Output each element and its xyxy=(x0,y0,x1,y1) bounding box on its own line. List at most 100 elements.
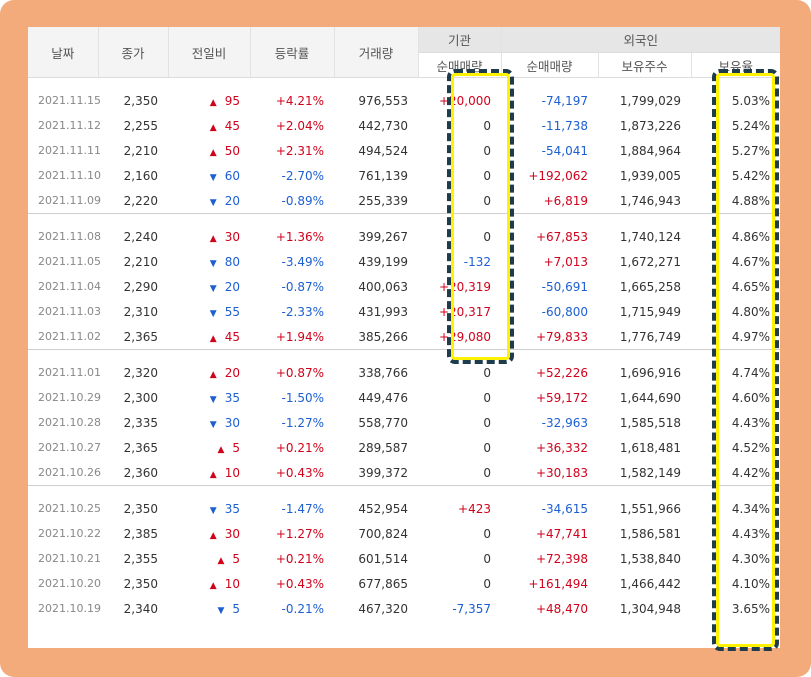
cell-inst-net: 0 xyxy=(483,168,491,183)
cell-ratio: 5.42% xyxy=(731,168,771,183)
cell-inst-net: 0 xyxy=(483,440,491,455)
cell-foreign-net: -34,615 xyxy=(541,501,588,516)
header-volume: 거래량 xyxy=(334,27,419,78)
cell-foreign-net: +48,470 xyxy=(535,601,588,616)
change-value: 50 xyxy=(224,143,240,158)
cell-change: ▼ 35 xyxy=(168,385,250,410)
cell-rate: +0.43% xyxy=(275,465,324,480)
cell-foreign-net: +67,853 xyxy=(535,229,588,244)
cell-date: 2021.11.09 xyxy=(38,194,101,207)
change-value: 30 xyxy=(224,229,240,244)
cell-foreign-net: -50,691 xyxy=(541,279,588,294)
change-value: 30 xyxy=(224,526,240,541)
cell-rate: -0.21% xyxy=(281,601,324,616)
cell-shares: 1,939,005 xyxy=(619,168,681,183)
triangle-up-icon: ▲ xyxy=(209,530,217,541)
header-foreign-ratio: 보유율 xyxy=(691,52,780,78)
cell-close: 2,290 xyxy=(123,279,158,294)
change-value: 60 xyxy=(224,168,240,183)
cell-change: ▲ 10 xyxy=(168,571,250,596)
cell-shares: 1,746,943 xyxy=(619,193,681,208)
change-value: 80 xyxy=(224,254,240,269)
cell-date: 2021.10.19 xyxy=(38,602,101,615)
triangle-up-icon: ▲ xyxy=(209,369,217,380)
cell-inst-net: 0 xyxy=(483,143,491,158)
change-value: 35 xyxy=(224,390,240,405)
cell-date: 2021.10.25 xyxy=(38,502,101,515)
header-close: 종가 xyxy=(98,27,169,78)
trading-table-panel: 날짜 종가 전일비 등락률 거래량 기관 외국인 순매매량 순매매량 보유주수 … xyxy=(28,27,780,648)
cell-shares: 1,538,840 xyxy=(619,551,681,566)
cell-foreign-net: -74,197 xyxy=(541,93,588,108)
cell-close: 2,365 xyxy=(123,440,158,455)
cell-vol: 449,476 xyxy=(358,390,408,405)
cell-rate: +0.43% xyxy=(275,576,324,591)
cell-ratio: 5.27% xyxy=(731,143,771,158)
change-value: 35 xyxy=(224,501,240,516)
header-foreign-shares: 보유주수 xyxy=(598,52,692,78)
table-row: 2021.10.29 2,300 ▼ 35 -1.50% 449,476 0 +59,172 1… xyxy=(28,385,780,410)
cell-rate: +1.94% xyxy=(275,329,324,344)
cell-rate: +0.21% xyxy=(275,440,324,455)
change-value: 20 xyxy=(224,365,240,380)
cell-vol: 677,865 xyxy=(358,576,408,591)
cell-date: 2021.10.28 xyxy=(38,416,101,429)
cell-inst-net: 0 xyxy=(483,465,491,480)
cell-ratio: 4.42% xyxy=(731,465,771,480)
highlight-inst-net-column xyxy=(447,69,514,364)
cell-inst-net: 0 xyxy=(483,365,491,380)
cell-date: 2021.10.20 xyxy=(38,577,101,590)
triangle-up-icon: ▲ xyxy=(209,97,217,108)
cell-rate: -1.50% xyxy=(281,390,324,405)
table-row: 2021.10.19 2,340 ▼ 5 -0.21% 467,320 -7,357 +48,… xyxy=(28,596,780,621)
cell-shares: 1,644,690 xyxy=(619,390,681,405)
table-row: 2021.11.11 2,210 ▲ 50 +2.31% 494,524 0 -54,041 1… xyxy=(28,138,780,163)
cell-close: 2,255 xyxy=(123,118,158,133)
cell-date: 2021.10.27 xyxy=(38,441,101,454)
cell-change: ▲ 5 xyxy=(168,435,250,460)
cell-inst-net: 0 xyxy=(483,390,491,405)
triangle-down-icon: ▼ xyxy=(217,605,225,616)
cell-foreign-net: +79,833 xyxy=(535,329,588,344)
triangle-up-icon: ▲ xyxy=(209,233,217,244)
cell-ratio: 4.30% xyxy=(731,551,771,566)
cell-ratio: 4.43% xyxy=(731,415,771,430)
triangle-down-icon: ▼ xyxy=(209,283,217,294)
cell-foreign-net: -32,963 xyxy=(541,415,588,430)
table-row: 2021.11.01 2,320 ▲ 20 +0.87% 338,766 0 +52,226 1… xyxy=(28,360,780,385)
table-row: 2021.11.15 2,350 ▲ 95 +4.21% 976,553 +20,000 -7… xyxy=(28,88,780,113)
cell-close: 2,240 xyxy=(123,229,158,244)
group-separator xyxy=(28,485,780,486)
table-row: 2021.10.20 2,350 ▲ 10 +0.43% 677,865 0 +161,494… xyxy=(28,571,780,596)
cell-rate: -2.33% xyxy=(281,304,324,319)
table-row: 2021.10.22 2,385 ▲ 30 +1.27% 700,824 0 +47,741 1… xyxy=(28,521,780,546)
cell-foreign-net: -60,800 xyxy=(541,304,588,319)
cell-vol: 289,587 xyxy=(358,440,408,455)
cell-inst-net: +20,317 xyxy=(438,304,491,319)
triangle-up-icon: ▲ xyxy=(217,555,225,566)
table-row: 2021.11.05 2,210 ▼ 80 -3.49% 439,199 -132 +7,01… xyxy=(28,249,780,274)
header-foreign: 외국인 xyxy=(501,27,780,53)
cell-vol: 494,524 xyxy=(358,143,408,158)
cell-date: 2021.11.02 xyxy=(38,330,101,343)
cell-rate: +0.21% xyxy=(275,551,324,566)
cell-vol: 431,993 xyxy=(358,304,408,319)
cell-change: ▲ 30 xyxy=(168,224,250,249)
cell-rate: +1.27% xyxy=(275,526,324,541)
cell-vol: 700,824 xyxy=(358,526,408,541)
investor-trading-table: 날짜 종가 전일비 등락률 거래량 기관 외국인 순매매량 순매매량 보유주수 … xyxy=(28,27,780,621)
cell-inst-net: -132 xyxy=(463,254,491,269)
cell-rate: +1.36% xyxy=(275,229,324,244)
triangle-down-icon: ▼ xyxy=(209,394,217,405)
cell-date: 2021.10.29 xyxy=(38,391,101,404)
cell-close: 2,350 xyxy=(123,576,158,591)
cell-rate: -0.87% xyxy=(281,279,324,294)
cell-foreign-net: +36,332 xyxy=(535,440,588,455)
triangle-down-icon: ▼ xyxy=(209,419,217,430)
cell-change: ▲ 10 xyxy=(168,460,250,486)
cell-change: ▼ 60 xyxy=(168,163,250,188)
change-value: 30 xyxy=(224,415,240,430)
table-body: 2021.11.15 2,350 ▲ 95 +4.21% 976,553 +20,000 -7… xyxy=(28,78,780,622)
cell-close: 2,310 xyxy=(123,304,158,319)
cell-ratio: 3.65% xyxy=(731,601,771,616)
